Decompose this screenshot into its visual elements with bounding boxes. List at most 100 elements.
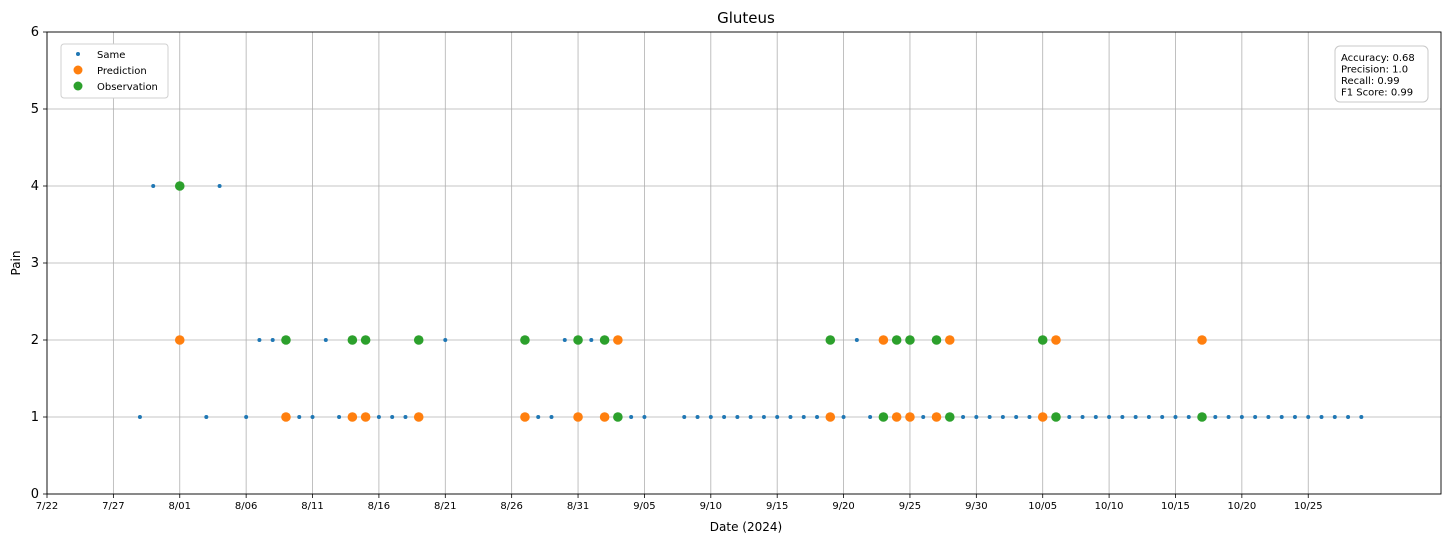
same-point [297,415,302,419]
same-point [722,415,727,419]
same-point [1014,415,1019,419]
same-point [708,415,713,419]
same-point [1359,415,1364,419]
legend-label-prediction: Prediction [97,66,147,77]
same-point [204,415,209,419]
observation-point [573,335,583,345]
prediction-point [1051,335,1061,345]
same-point [217,184,222,188]
same-point [244,415,249,419]
same-point [1266,415,1271,419]
prediction-point [360,412,371,422]
same-point [974,415,979,419]
same-point [868,415,873,419]
x-tick-label: 9/20 [832,501,854,512]
observation-point [878,412,889,422]
observation-point [905,335,915,345]
same-point [403,415,408,419]
same-point [443,338,448,342]
x-tick-label: 8/31 [567,501,589,512]
observation-point [1037,335,1048,345]
same-point [1292,415,1297,419]
same-point [1279,415,1284,419]
y-tick-label: 3 [31,256,39,271]
x-tick-label: 9/15 [766,501,788,512]
same-point [1067,415,1072,419]
same-point [1319,415,1324,419]
prediction-point [1037,412,1048,422]
same-point [310,415,315,419]
same-point [775,415,780,419]
x-tick-label: 8/16 [368,501,390,512]
same-point [682,415,687,419]
same-point [642,415,647,419]
same-point [1173,415,1178,419]
observation-point [1051,412,1061,422]
metrics-line: F1 Score: 0.99 [1341,88,1413,99]
prediction-point [1197,335,1207,345]
x-tick-label: 10/20 [1227,501,1256,512]
prediction-point [878,335,889,345]
data-points [137,181,1364,422]
same-point [801,415,806,419]
x-tick-label: 9/05 [633,501,655,512]
same-point [257,338,262,342]
y-tick-label: 4 [31,179,39,194]
legend: Same Prediction Observation [60,43,169,99]
same-point [1239,415,1244,419]
x-tick-label: 8/11 [301,501,323,512]
same-point [1080,415,1085,419]
x-tick-label: 10/10 [1095,501,1124,512]
same-point [815,415,820,419]
prediction-point [905,412,915,422]
same-point [270,338,275,342]
same-point [1093,415,1098,419]
x-tick-label: 7/22 [36,501,58,512]
observation-point [891,335,902,345]
observation-point [944,412,955,422]
same-point [629,415,634,419]
x-tick-label: 8/01 [169,501,191,512]
prediction-point [347,412,358,422]
same-point [854,338,859,342]
same-point [921,415,926,419]
prediction-point [613,335,623,345]
prediction-point [599,412,610,422]
x-tick-label: 8/26 [500,501,522,512]
same-point [337,415,342,419]
same-point [549,415,554,419]
prediction-point [520,412,530,422]
same-point [748,415,753,419]
legend-marker-prediction [73,65,83,75]
observation-point [360,335,371,345]
same-point [1226,415,1231,419]
same-point [151,184,156,188]
same-point [788,415,793,419]
y-tick-label: 6 [31,25,39,40]
same-point [562,338,567,342]
x-tick-label: 10/05 [1028,501,1057,512]
chart-title: Gluteus [717,9,775,27]
observation-point [613,412,623,422]
same-point [1332,415,1337,419]
prediction-point [931,412,942,422]
same-point [1000,415,1005,419]
same-point [961,415,966,419]
same-point [323,338,328,342]
metrics-line: Accuracy: 0.68 [1341,53,1415,64]
same-point [1107,415,1112,419]
metrics-line: Precision: 1.0 [1341,65,1408,76]
observation-point [599,335,610,345]
observation-point [1197,412,1207,422]
y-axis-label: Pain [9,251,23,276]
legend-frame [60,43,169,99]
same-point [137,415,142,419]
same-point [536,415,541,419]
prediction-point [281,412,291,422]
metrics-line: Recall: 0.99 [1341,76,1400,87]
legend-marker-observation [73,81,83,91]
observation-point [347,335,358,345]
observation-point [413,335,424,345]
grid [46,31,1441,495]
